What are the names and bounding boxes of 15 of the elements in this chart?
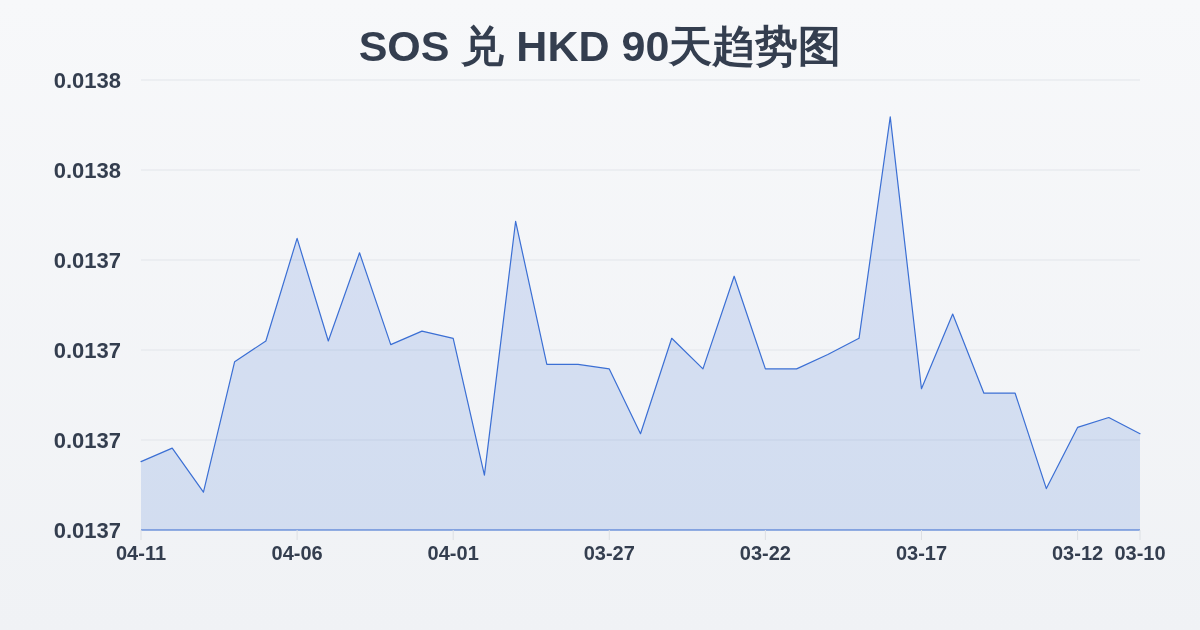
x-tick-label: 03-22: [739, 542, 791, 564]
y-tick-label: 0.0137: [53, 517, 121, 543]
y-tick-label: 0.0137: [53, 247, 121, 273]
x-tick-label: 04-06: [271, 542, 323, 564]
y-tick-label: 0.0138: [53, 157, 121, 183]
x-tick-label: 04-11: [115, 542, 167, 564]
x-tick-label: 04-01: [427, 542, 479, 564]
x-tick-label: 03-17: [895, 542, 948, 564]
chart-title: SOS 兑 HKD 90天趋势图: [358, 22, 842, 70]
x-tick-label: 03-10: [1114, 542, 1166, 564]
x-tick-label: 03-27: [583, 542, 635, 564]
y-tick-label: 0.0137: [53, 427, 121, 453]
y-tick-label: 0.0137: [53, 337, 121, 363]
y-tick-label: 0.0138: [53, 67, 121, 93]
x-tick-label: 03-12: [1051, 542, 1104, 564]
